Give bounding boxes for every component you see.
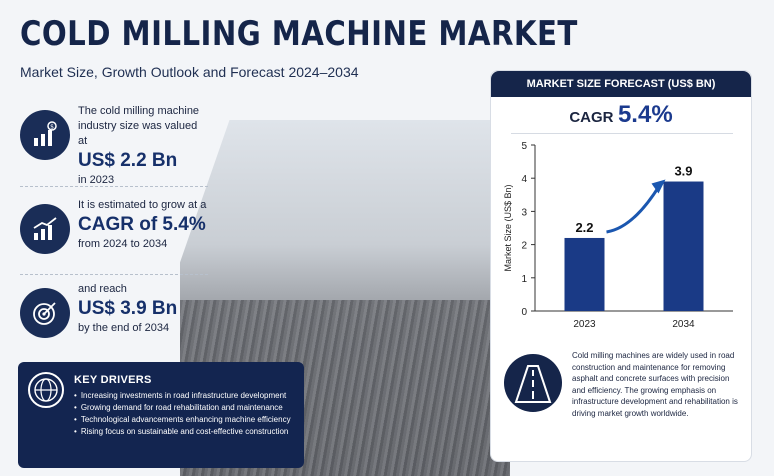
stat-valued: $ The cold milling machine industry size… [20, 104, 210, 186]
cagr-value: 5.4% [617, 101, 673, 128]
y-tick-label: 0 [521, 307, 527, 318]
y-axis-label: Market Size (US$ Bn) [503, 184, 513, 271]
cagr-label: CAGR [569, 109, 614, 126]
bar-2034 [663, 181, 704, 311]
stat-big: US$ 2.2 Bn [78, 150, 178, 171]
growth-arrow [606, 184, 661, 234]
stat-post: in 2023 [78, 174, 115, 186]
y-tick-label: 3 [521, 207, 527, 218]
stat-post: by the end of 2034 [78, 322, 170, 334]
globe-icon [28, 372, 64, 408]
divider [20, 186, 208, 187]
list-item: Rising focus on sustainable and cost-eff… [74, 426, 291, 438]
stat-post: from 2024 to 2034 [78, 238, 168, 250]
forecast-bar-chart: 0 1 2 3 4 5 Market Size (US$ Bn) 2.2 2023 3.9 2034 [503, 141, 733, 330]
list-item: Growing demand for road rehabilitation a… [74, 402, 291, 414]
list-item: Technological advancements enhancing mac… [74, 414, 291, 426]
svg-text:$: $ [50, 124, 54, 131]
growth-chart-icon [20, 204, 70, 254]
stat-pre: It is estimated to grow at a [78, 199, 207, 211]
key-drivers-box: KEY DRIVERS Increasing investments in ro… [18, 362, 304, 468]
y-tick-label: 2 [521, 241, 527, 252]
y-tick-label: 1 [521, 274, 527, 285]
stat-reach: and reach US$ 3.9 Bn by the end of 2034 [20, 282, 210, 360]
list-item: Increasing investments in road infrastru… [74, 390, 291, 402]
data-label: 3.9 [674, 164, 692, 179]
stat-big: CAGR of 5.4% [78, 214, 206, 235]
key-drivers-list: Increasing investments in road infrastru… [74, 390, 291, 438]
target-icon [20, 288, 70, 338]
dollar-chart-icon: $ [20, 110, 70, 160]
stat-pre: and reach [78, 283, 127, 295]
panel-title: MARKET SIZE FORECAST (US$ BN) [491, 71, 751, 97]
y-tick-label: 4 [521, 174, 527, 185]
divider [20, 274, 208, 275]
road-icon [504, 354, 562, 412]
x-tick-label: 2034 [672, 319, 695, 330]
divider [511, 133, 733, 134]
stat-big: US$ 3.9 Bn [78, 298, 178, 319]
info-text: Cold milling machines are widely used in… [572, 351, 738, 418]
cagr-display: CAGR 5.4% [491, 101, 751, 129]
arrow-head [651, 179, 666, 194]
page-title: COLD MILLING MACHINE MARKET [20, 14, 578, 54]
y-tick-label: 5 [521, 141, 527, 152]
page-subtitle: Market Size, Growth Outlook and Forecast… [20, 64, 359, 80]
bar-2023 [564, 237, 605, 311]
stat-cagr: It is estimated to grow at a CAGR of 5.4… [20, 198, 210, 276]
info-box: Cold milling machines are widely used in… [498, 340, 746, 444]
stat-pre: The cold milling machine industry size w… [78, 105, 200, 147]
data-label: 2.2 [575, 220, 593, 235]
key-drivers-title: KEY DRIVERS [74, 374, 152, 386]
x-tick-label: 2023 [573, 319, 596, 330]
